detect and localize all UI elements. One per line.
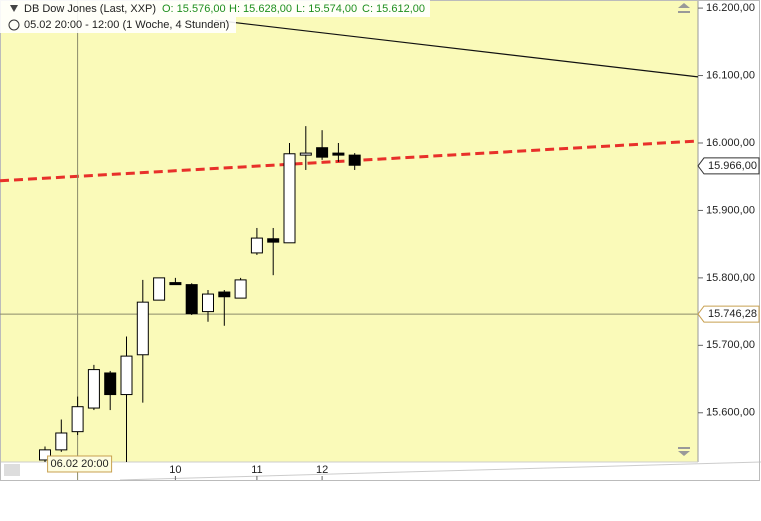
clock-icon [8,19,20,31]
ohlc-high: H: 15.628,00 [229,3,292,15]
y-tick-label: 15.600,00 [706,407,755,419]
candle-body [87,369,100,409]
y-tick-label: 15.700,00 [706,339,755,351]
trendline [214,19,699,78]
candle-body [348,154,361,166]
crosshair-price-box [697,305,760,323]
ohlc-open: O: 15.576,00 [162,3,226,15]
scroll-up[interactable] [678,3,690,13]
last-price-label: 15.966,00 [708,160,757,172]
handle[interactable] [4,464,20,476]
candle-body [218,291,231,298]
crosshair-x-label: 06.02 20:00 [51,458,109,470]
candle-body [202,293,214,313]
y-tick-label: 15.800,00 [706,272,755,284]
candle-body [39,449,51,461]
trendline [0,139,699,183]
crosshair-price-label: 15.746,28 [708,308,757,320]
x-tick-label: 11 [251,464,262,476]
period-box [0,17,236,33]
y-axis-area [698,0,760,480]
ohlc-close: C: 15.612,00 [362,3,425,15]
collapse-icon[interactable] [10,5,18,12]
last-price-box [697,157,760,175]
crosshair-x-box [47,455,113,473]
x-tick-label: 10 [169,464,181,476]
candle-body [299,152,312,156]
y-tick-label: 16.100,00 [706,69,755,81]
scroll-line [119,461,761,481]
candle-body [267,238,280,243]
candle-body [136,301,149,356]
candle-body [250,237,263,254]
candle-body [120,355,133,396]
scroll-down[interactable] [678,447,690,456]
instrument: DB Dow Jones (Last, XXP) [24,3,156,15]
candle-body [283,153,296,244]
candle-body [316,147,329,158]
candle-body [55,432,68,451]
y-tick-label: 15.900,00 [706,204,755,216]
ohlc-low: L: 15.574,00 [296,3,357,15]
period: 05.02 20:00 - 12:00 (1 Woche, 4 Stunden) [24,19,229,31]
candle-body [71,406,84,433]
candle-body [169,282,182,286]
candle-body [234,279,247,299]
candle-body [104,372,117,396]
candle-body [153,277,166,301]
y-tick-label: 16.000,00 [706,137,755,149]
header-box [0,0,430,17]
candle-body [185,284,198,315]
plot-area [0,0,698,462]
candle-body [332,152,345,156]
y-tick-label: 16.200,00 [706,2,755,14]
x-tick-label: 12 [316,464,328,476]
